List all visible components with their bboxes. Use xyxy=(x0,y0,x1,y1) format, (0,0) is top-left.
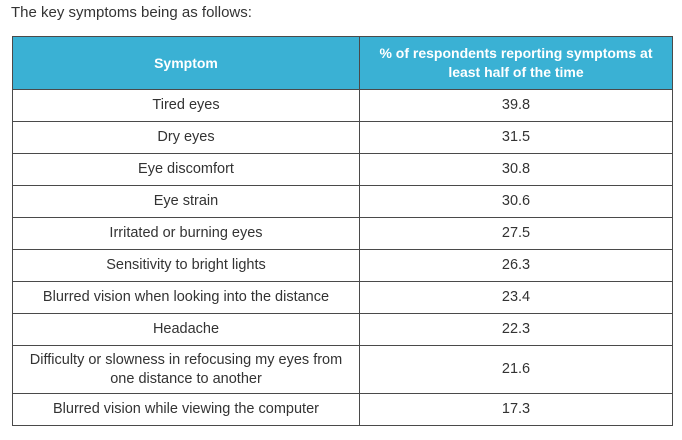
symptom-cell: Eye discomfort xyxy=(12,153,360,186)
table-row: Difficulty or slowness in refocusing my … xyxy=(12,345,673,394)
percent-cell: 27.5 xyxy=(359,217,673,250)
symptom-cell: Eye strain xyxy=(12,185,360,218)
table-row: Eye strain 30.6 xyxy=(12,185,673,218)
table-header: Symptom % of respondents reporting sympt… xyxy=(12,36,673,90)
header-symptom: Symptom xyxy=(12,36,360,90)
percent-cell: 31.5 xyxy=(359,121,673,154)
table-body: Tired eyes 39.8 Dry eyes 31.5 Eye discom… xyxy=(12,89,673,426)
table-row: Headache 22.3 xyxy=(12,313,673,346)
table-row: Dry eyes 31.5 xyxy=(12,121,673,154)
symptom-cell: Difficulty or slowness in refocusing my … xyxy=(12,345,360,394)
percent-cell: 23.4 xyxy=(359,281,673,314)
header-percent: % of respondents reporting symptoms at l… xyxy=(359,36,673,90)
symptom-cell: Sensitivity to bright lights xyxy=(12,249,360,282)
percent-cell: 22.3 xyxy=(359,313,673,346)
table-row: Sensitivity to bright lights 26.3 xyxy=(12,249,673,282)
percent-cell: 30.6 xyxy=(359,185,673,218)
symptom-cell: Blurred vision when looking into the dis… xyxy=(12,281,360,314)
percent-cell: 17.3 xyxy=(359,393,673,426)
table-row: Blurred vision while viewing the compute… xyxy=(12,393,673,426)
percent-cell: 39.8 xyxy=(359,89,673,122)
table-row: Tired eyes 39.8 xyxy=(12,89,673,122)
percent-cell: 30.8 xyxy=(359,153,673,186)
symptom-cell: Blurred vision while viewing the compute… xyxy=(12,393,360,426)
header-row: Symptom % of respondents reporting sympt… xyxy=(12,36,673,90)
symptom-cell: Headache xyxy=(12,313,360,346)
table-row: Blurred vision when looking into the dis… xyxy=(12,281,673,314)
table-row: Irritated or burning eyes 27.5 xyxy=(12,217,673,250)
symptom-cell: Tired eyes xyxy=(12,89,360,122)
symptom-cell: Irritated or burning eyes xyxy=(12,217,360,250)
intro-text: The key symptoms being as follows: xyxy=(11,4,252,21)
percent-cell: 21.6 xyxy=(359,345,673,394)
symptoms-table: Symptom % of respondents reporting sympt… xyxy=(12,36,673,426)
table-row: Eye discomfort 30.8 xyxy=(12,153,673,186)
symptom-cell: Dry eyes xyxy=(12,121,360,154)
percent-cell: 26.3 xyxy=(359,249,673,282)
